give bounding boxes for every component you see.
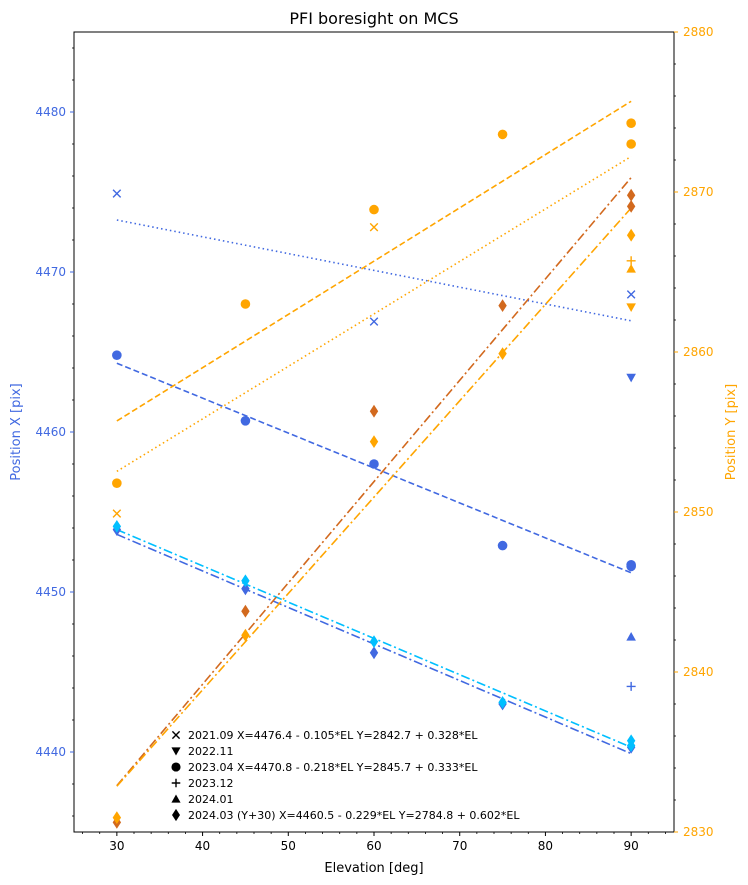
data-point-9-0 [626,264,636,273]
legend-entry-4: 2024.01 [188,793,234,806]
data-point-12-4 [626,188,636,202]
data-point-12-3 [498,299,507,312]
data-point-13-0 [112,811,122,824]
data-point-5-5 [626,139,636,149]
y-axis-left-label: Position X [pix] [9,383,24,481]
y-right-tick-label: 2880 [683,25,714,39]
fit-line-5 [116,100,632,422]
y-right-tick-label: 2870 [683,185,714,199]
legend-entry-0: 2021.09 X=4476.4 - 0.105*EL Y=2842.7 + 0… [188,729,478,742]
data-point-4-0 [112,350,122,361]
x-tick-label: 50 [281,839,296,853]
legend-entry-3: 2023.12 [188,777,234,790]
legend-marker-1 [171,747,181,756]
data-point-5-2 [369,204,379,215]
fit-lines [116,100,632,787]
data-point-12-2 [369,404,379,418]
x-tick-label: 70 [452,839,467,853]
fit-line-0 [116,219,632,322]
y-left-tick-label: 4460 [35,425,66,439]
data-point-0-0 [112,189,122,198]
data-point-0-2 [626,290,636,299]
y-left-tick-label: 4440 [35,745,66,759]
data-point-13-1 [241,628,250,642]
data-point-11-1 [241,574,250,588]
y-left-tick-label: 4450 [35,585,66,599]
data-point-5-4 [626,118,636,128]
fit-line-7 [116,207,632,787]
data-point-1-1 [369,222,379,232]
legend-entry-2: 2023.04 X=4470.8 - 0.218*EL Y=2845.7 + 0… [188,761,478,774]
data-point-5-0 [112,478,122,489]
data-point-13-3 [498,347,507,360]
data-point-2-0 [626,373,636,383]
data-point-0-1 [369,317,379,326]
legend-entry-5: 2024.03 (Y+30) X=4460.5 - 0.229*EL Y=278… [188,809,520,822]
data-point-3-0 [626,303,636,312]
legend: 2021.09 X=4476.4 - 0.105*EL Y=2842.7 + 0… [171,729,520,822]
y-axis-right-label: Position Y [pix] [724,384,739,481]
data-point-4-5 [626,561,636,572]
x-tick-label: 30 [109,839,124,853]
x-axis-label: Elevation [deg] [324,861,423,876]
y-axis-right: 2830 2840 2850 2860 2870 2880 [674,25,714,839]
data-point-11-3 [498,696,507,709]
y-axis-left: 4440 4450 4460 4470 4480 [35,47,74,817]
plot-frame [73,31,675,833]
y-right-tick-label: 2860 [683,345,714,359]
data-point-13-4 [626,228,636,242]
data-points [112,118,636,829]
y-left-tick-label: 4480 [35,105,66,119]
data-point-7-0 [626,256,636,266]
data-point-10-2 [369,646,379,660]
fit-line-4 [116,155,632,473]
data-point-12-5 [626,200,636,213]
legend-marker-4 [171,794,181,803]
x-tick-label: 90 [624,839,639,853]
y-left-tick-label: 4470 [35,265,66,279]
data-point-12-1 [241,604,250,618]
legend-marker-5 [172,808,180,822]
legend-marker-0 [171,730,181,740]
legend-entry-1: 2022.11 [188,745,234,758]
fit-line-1 [116,362,632,574]
x-tick-label: 80 [538,839,553,853]
data-point-11-2 [369,635,379,648]
data-point-10-1 [241,582,250,596]
legend-marker-3 [171,778,181,788]
x-axis: 30 40 50 60 70 80 90 [82,832,666,853]
y-right-tick-label: 2840 [683,665,714,679]
fit-line-6 [116,177,632,787]
data-point-4-3 [497,540,508,551]
x-tick-label: 60 [366,839,381,853]
legend-marker-2 [171,762,181,772]
y-right-tick-label: 2850 [683,505,714,519]
y-right-tick-label: 2830 [683,825,714,839]
data-point-5-1 [240,299,251,309]
data-point-1-0 [112,509,122,518]
data-point-5-3 [497,129,508,140]
data-point-11-5 [626,739,636,752]
data-point-6-0 [626,681,636,691]
data-point-11-0 [112,520,122,533]
x-tick-label: 40 [195,839,210,853]
data-point-4-2 [369,459,379,469]
data-point-13-2 [369,435,379,448]
data-point-8-0 [626,632,636,641]
data-point-4-1 [240,416,251,426]
chart-title: PFI boresight on MCS [289,9,458,28]
